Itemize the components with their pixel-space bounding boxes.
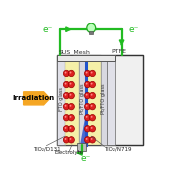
Text: Pt/FTO glass: Pt/FTO glass bbox=[80, 84, 85, 114]
Bar bbox=[65, 55, 80, 145]
Circle shape bbox=[65, 116, 66, 118]
Bar bbox=[57, 55, 115, 60]
Circle shape bbox=[65, 72, 66, 74]
Circle shape bbox=[68, 81, 74, 88]
Bar bbox=[77, 143, 86, 151]
Bar bbox=[80, 55, 86, 145]
Text: e⁻: e⁻ bbox=[129, 25, 139, 34]
Circle shape bbox=[85, 70, 91, 77]
Circle shape bbox=[85, 92, 91, 99]
Circle shape bbox=[91, 138, 93, 140]
Bar bbox=[57, 55, 65, 145]
Circle shape bbox=[63, 81, 69, 88]
Circle shape bbox=[63, 92, 69, 99]
Bar bbox=[57, 55, 143, 145]
Circle shape bbox=[89, 115, 96, 121]
Circle shape bbox=[86, 83, 88, 85]
Bar bbox=[107, 55, 115, 145]
Circle shape bbox=[70, 105, 71, 107]
Circle shape bbox=[63, 70, 69, 77]
Circle shape bbox=[68, 137, 74, 143]
Circle shape bbox=[86, 72, 88, 74]
Circle shape bbox=[65, 83, 66, 85]
Polygon shape bbox=[80, 113, 86, 145]
Circle shape bbox=[89, 70, 96, 77]
Circle shape bbox=[86, 116, 88, 118]
Circle shape bbox=[85, 115, 91, 121]
Circle shape bbox=[70, 72, 71, 74]
Bar bbox=[89, 31, 93, 34]
Text: Irradiation: Irradiation bbox=[13, 95, 55, 101]
Circle shape bbox=[91, 116, 93, 118]
Circle shape bbox=[86, 94, 88, 96]
Circle shape bbox=[63, 125, 69, 132]
Circle shape bbox=[63, 115, 69, 121]
Text: TiO₂/D131: TiO₂/D131 bbox=[33, 146, 61, 151]
Text: SUS_Mesh: SUS_Mesh bbox=[59, 49, 91, 55]
Circle shape bbox=[89, 103, 96, 110]
Circle shape bbox=[63, 103, 69, 110]
Circle shape bbox=[70, 94, 71, 96]
Circle shape bbox=[85, 103, 91, 110]
Circle shape bbox=[68, 115, 74, 121]
Circle shape bbox=[91, 127, 93, 129]
Circle shape bbox=[89, 137, 96, 143]
Text: Electrolyte: Electrolyte bbox=[55, 150, 84, 155]
Bar bbox=[86, 55, 101, 145]
Circle shape bbox=[68, 70, 74, 77]
Circle shape bbox=[85, 81, 91, 88]
Circle shape bbox=[70, 116, 71, 118]
Bar bbox=[115, 55, 143, 145]
Circle shape bbox=[68, 92, 74, 99]
Circle shape bbox=[70, 83, 71, 85]
Text: e⁻: e⁻ bbox=[80, 154, 91, 163]
Circle shape bbox=[91, 72, 93, 74]
Circle shape bbox=[65, 127, 66, 129]
Circle shape bbox=[85, 137, 91, 143]
Circle shape bbox=[86, 138, 88, 140]
Circle shape bbox=[65, 94, 66, 96]
Circle shape bbox=[89, 92, 96, 99]
Circle shape bbox=[65, 138, 66, 140]
Bar bbox=[101, 55, 107, 145]
Circle shape bbox=[86, 127, 88, 129]
Circle shape bbox=[70, 127, 71, 129]
Text: FTO glass: FTO glass bbox=[59, 87, 64, 111]
Text: TiO₂/N719: TiO₂/N719 bbox=[104, 146, 132, 151]
Text: PTFE: PTFE bbox=[111, 49, 126, 54]
Circle shape bbox=[63, 137, 69, 143]
Circle shape bbox=[86, 105, 88, 107]
Circle shape bbox=[70, 138, 71, 140]
Circle shape bbox=[68, 125, 74, 132]
Text: e⁻: e⁻ bbox=[43, 25, 53, 34]
Circle shape bbox=[87, 23, 96, 33]
Circle shape bbox=[65, 105, 66, 107]
Circle shape bbox=[89, 125, 96, 132]
FancyArrow shape bbox=[24, 92, 50, 105]
Circle shape bbox=[91, 94, 93, 96]
Text: Pt/FTO glass: Pt/FTO glass bbox=[101, 84, 106, 114]
Circle shape bbox=[91, 105, 93, 107]
Circle shape bbox=[68, 103, 74, 110]
Circle shape bbox=[89, 81, 96, 88]
Circle shape bbox=[91, 83, 93, 85]
Circle shape bbox=[85, 125, 91, 132]
